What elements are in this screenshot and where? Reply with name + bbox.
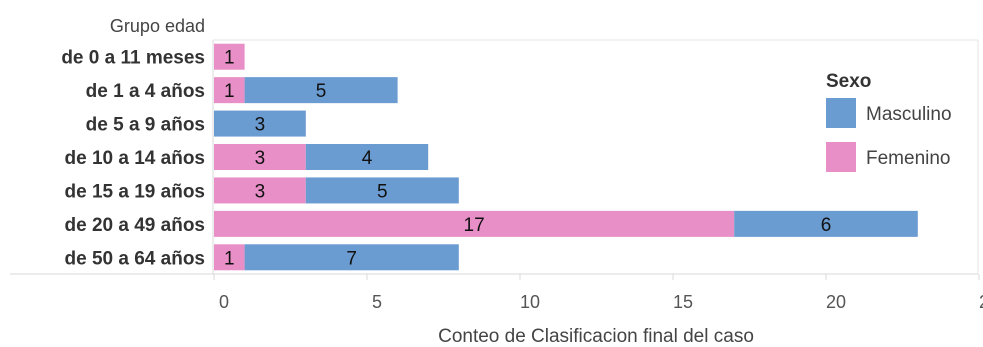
bar-segment-femenino[interactable]	[214, 144, 306, 171]
category-label: de 50 a 64 años	[65, 248, 205, 269]
bar-value-label: 17	[464, 215, 485, 236]
category-label: de 15 a 19 años	[65, 181, 205, 202]
x-tick-label: 25	[979, 292, 983, 312]
x-axis-title: Conteo de Clasificacion final del caso	[438, 326, 754, 347]
bar-value-label: 1	[224, 81, 235, 102]
bar-segment-femenino[interactable]	[214, 244, 245, 271]
bar-value-label: 1	[224, 248, 235, 269]
x-tick-label: 15	[673, 292, 693, 312]
bar-segment-masculino[interactable]	[305, 144, 429, 171]
legend-swatch-masculino[interactable]	[826, 98, 856, 128]
category-labels-group: de 0 a 11 meses de 1 a 4 años de 5 a 9 año…	[61, 48, 205, 270]
bar-segment-femenino[interactable]	[214, 43, 245, 70]
legend-label-femenino: Femenino	[866, 148, 951, 169]
bar-value-label: 3	[255, 115, 266, 136]
bar-value-label: 3	[255, 181, 266, 202]
x-tick-label: 5	[372, 292, 382, 312]
x-tick-label: 0	[219, 292, 229, 312]
bar-value-label: 6	[821, 215, 832, 236]
x-tick-label: 10	[520, 292, 540, 312]
bar-segment-femenino[interactable]	[214, 77, 245, 104]
bar-value-label: 4	[362, 148, 373, 169]
bar-segment-masculino[interactable]	[734, 210, 918, 237]
legend: Sexo Masculino Femenino	[826, 71, 952, 172]
bars-group: 11 533 43 517 61 7	[214, 43, 918, 271]
bar-value-label: 1	[224, 48, 235, 69]
row-header-title: Grupo edad	[110, 16, 205, 36]
legend-label-masculino: Masculino	[866, 104, 952, 125]
bar-segment-masculino[interactable]	[214, 110, 306, 137]
bar-value-label: 7	[346, 248, 357, 269]
category-label: de 20 a 49 años	[65, 215, 205, 236]
category-label: de 0 a 11 meses	[61, 48, 205, 69]
bar-segment-femenino[interactable]	[214, 177, 306, 204]
bar-value-label: 5	[316, 81, 327, 102]
legend-swatch-femenino[interactable]	[826, 142, 856, 172]
category-label: de 10 a 14 años	[65, 148, 205, 169]
bar-segment-femenino[interactable]	[214, 210, 735, 237]
x-tick-label: 20	[826, 292, 846, 312]
bar-value-label: 5	[377, 181, 388, 202]
bar-segment-masculino[interactable]	[244, 77, 398, 104]
bar-segment-masculino[interactable]	[305, 177, 459, 204]
legend-title: Sexo	[826, 71, 871, 92]
bar-value-label: 3	[255, 148, 266, 169]
bar-segment-masculino[interactable]	[244, 244, 459, 271]
x-ticks-group: 0 5 10 15 20 25	[213, 274, 983, 312]
category-label: de 1 a 4 años	[86, 81, 205, 102]
category-label: de 5 a 9 años	[86, 115, 205, 136]
